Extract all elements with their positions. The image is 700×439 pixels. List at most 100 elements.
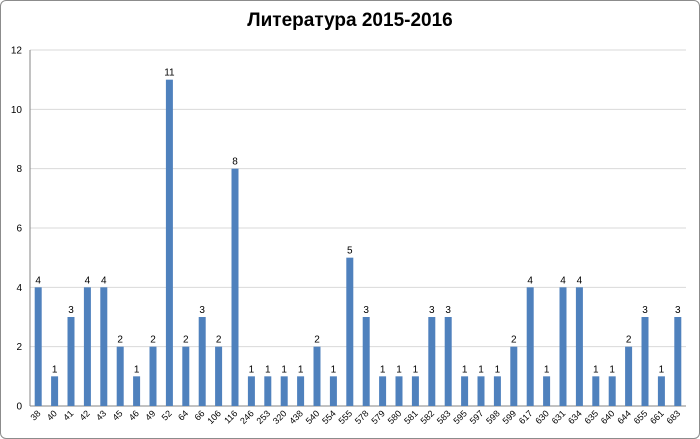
data-label: 1 [380,364,386,375]
data-label: 4 [577,275,583,286]
bar [362,317,370,406]
bar [116,346,124,406]
bar [575,287,583,406]
x-tick-label: 595 [451,408,469,426]
x-tick-label: 635 [583,408,601,426]
bar [198,317,206,406]
bar [264,376,272,406]
data-label: 1 [609,364,615,375]
data-label: 4 [527,275,533,286]
data-label: 8 [232,157,238,168]
bar [100,287,108,406]
data-label: 11 [164,68,175,79]
bar [329,376,337,406]
y-tick-label: 2 [16,342,22,353]
gridlines [29,49,686,407]
bars [34,79,682,407]
y-tick-label: 10 [11,105,23,116]
data-label: 2 [314,335,320,346]
bar [592,376,600,406]
data-label: 3 [429,305,435,316]
bar [510,346,518,406]
data-label: 1 [593,364,599,375]
data-label: 1 [52,364,58,375]
y-tick-label: 12 [11,46,23,57]
x-tick-label: 661 [648,408,666,426]
x-tick-label: 554 [320,408,338,426]
bar [297,376,305,406]
x-tick-label: 49 [143,408,157,422]
x-tick-label: 42 [78,408,92,422]
data-label: 1 [396,364,402,375]
y-tick-label: 4 [16,283,22,294]
x-tick-label: 634 [566,408,584,426]
data-label: 4 [101,275,107,286]
y-tick-label: 8 [16,164,22,175]
data-label: 4 [85,275,91,286]
x-tick-label: 580 [386,408,404,426]
bar [493,376,501,406]
bar [444,317,452,406]
bar [641,317,649,406]
x-tick-label: 578 [353,408,371,426]
bar [34,287,42,406]
bar [83,287,91,406]
x-tick-label: 597 [468,408,486,426]
x-tick-label: 630 [533,408,551,426]
data-label: 1 [331,364,337,375]
x-tick-label: 579 [369,408,387,426]
x-tick-label: 599 [501,408,519,426]
bar [477,376,485,406]
x-tick-label: 617 [517,408,535,426]
data-label: 1 [249,364,255,375]
bar [526,287,534,406]
y-axis-ticks: 0 2 4 6 8 10 12 [11,46,23,413]
data-label: 2 [150,335,156,346]
bar [231,168,239,406]
bar [559,287,567,406]
x-tick-label: 66 [192,408,206,422]
x-tick-label: 45 [110,408,124,422]
bar [215,346,223,406]
data-label: 1 [659,364,665,375]
data-label: 2 [626,335,632,346]
bar [411,376,419,406]
x-tick-label: 438 [287,408,305,426]
data-label: 1 [544,364,550,375]
bar [133,376,141,406]
data-label: 1 [298,364,304,375]
x-tick-label: 540 [304,408,322,426]
data-label: 2 [216,335,222,346]
data-label: 3 [363,305,369,316]
y-tick-label: 0 [16,402,22,413]
bar [543,376,551,406]
x-tick-label: 320 [271,408,289,426]
data-label: 2 [511,335,517,346]
x-tick-label: 253 [255,408,273,426]
data-label: 3 [675,305,681,316]
x-tick-label: 116 [222,408,239,425]
x-tick-label: 52 [160,408,174,422]
bar [182,346,190,406]
data-label: 1 [478,364,484,375]
data-label: 4 [35,275,41,286]
x-tick-label: 631 [550,408,568,426]
bar [149,346,157,406]
x-tick-label: 246 [238,408,256,426]
bar [674,317,682,406]
x-tick-label: 683 [665,408,683,426]
bar [165,79,173,407]
x-tick-label: 598 [484,408,502,426]
data-label: 1 [495,364,501,375]
x-tick-label: 40 [45,408,59,422]
bar [379,376,387,406]
x-tick-label: 582 [419,408,437,426]
bar [247,376,255,406]
bar [395,376,403,406]
data-label: 1 [462,364,468,375]
x-tick-label: 46 [127,408,141,422]
data-label: 2 [117,335,123,346]
data-label: 1 [281,364,287,375]
x-tick-label: 41 [61,408,75,422]
